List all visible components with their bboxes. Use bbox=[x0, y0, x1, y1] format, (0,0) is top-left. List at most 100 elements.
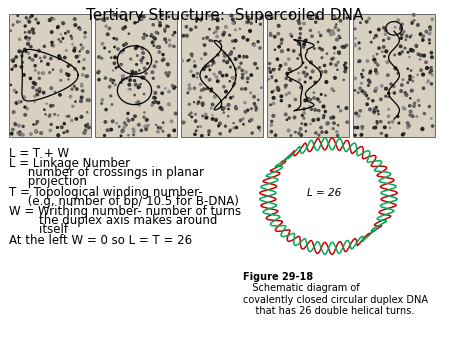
Point bbox=[324, 121, 331, 126]
Point bbox=[101, 132, 108, 138]
Point bbox=[400, 77, 407, 82]
Point bbox=[334, 67, 341, 72]
Point bbox=[226, 32, 234, 38]
Point bbox=[212, 118, 220, 123]
Point bbox=[230, 46, 238, 51]
Point bbox=[132, 46, 139, 51]
Point bbox=[106, 84, 113, 90]
Point bbox=[242, 86, 249, 92]
Point bbox=[360, 68, 367, 73]
Point bbox=[131, 92, 138, 98]
Point bbox=[73, 86, 81, 92]
Point bbox=[381, 54, 388, 59]
Point bbox=[294, 56, 301, 61]
Point bbox=[361, 90, 368, 96]
Point bbox=[399, 132, 406, 137]
Point bbox=[330, 115, 337, 120]
Point bbox=[104, 16, 111, 21]
Point bbox=[300, 70, 307, 75]
Point bbox=[331, 45, 338, 50]
Point bbox=[252, 103, 259, 108]
Point bbox=[351, 125, 359, 130]
Point bbox=[343, 16, 351, 21]
Point bbox=[408, 88, 415, 93]
Point bbox=[405, 123, 412, 128]
Point bbox=[129, 117, 136, 122]
Point bbox=[364, 102, 371, 107]
Point bbox=[199, 113, 206, 119]
Point bbox=[165, 14, 172, 20]
Point bbox=[268, 122, 275, 128]
Point bbox=[199, 101, 206, 106]
Point bbox=[141, 31, 148, 37]
Point bbox=[138, 128, 145, 133]
Point bbox=[144, 61, 151, 66]
Point bbox=[109, 119, 116, 124]
Point bbox=[428, 54, 436, 60]
Point bbox=[195, 99, 202, 105]
Point bbox=[425, 78, 432, 83]
Point bbox=[323, 129, 330, 135]
Point bbox=[329, 28, 336, 34]
Point bbox=[142, 124, 149, 129]
Point bbox=[426, 37, 433, 43]
Point bbox=[35, 70, 42, 76]
Point bbox=[160, 120, 167, 125]
Point bbox=[247, 28, 254, 34]
Point bbox=[312, 13, 319, 18]
Point bbox=[266, 12, 274, 17]
Point bbox=[56, 92, 63, 98]
Point bbox=[25, 37, 32, 42]
Point bbox=[343, 105, 350, 111]
Point bbox=[405, 50, 412, 55]
Point bbox=[244, 76, 251, 81]
Point bbox=[51, 90, 59, 95]
Point bbox=[30, 80, 37, 85]
Point bbox=[222, 123, 229, 129]
Point bbox=[71, 67, 78, 72]
Point bbox=[328, 115, 335, 121]
Point bbox=[370, 57, 378, 62]
Point bbox=[71, 83, 78, 89]
Point bbox=[32, 128, 40, 134]
Point bbox=[82, 123, 90, 128]
Point bbox=[356, 58, 363, 64]
Point bbox=[423, 29, 430, 34]
Point bbox=[341, 44, 348, 50]
Point bbox=[224, 59, 231, 65]
Point bbox=[112, 55, 119, 60]
Point bbox=[367, 29, 374, 35]
Point bbox=[223, 73, 230, 78]
Point bbox=[331, 50, 338, 56]
Point bbox=[162, 86, 169, 91]
Point bbox=[22, 23, 29, 29]
Point bbox=[171, 30, 178, 35]
Point bbox=[237, 118, 244, 123]
Point bbox=[270, 67, 277, 72]
Point bbox=[397, 24, 404, 29]
Point bbox=[57, 77, 64, 83]
Point bbox=[13, 90, 20, 95]
Point bbox=[220, 110, 227, 115]
Point bbox=[245, 19, 252, 24]
Point bbox=[351, 42, 359, 48]
Point bbox=[417, 31, 424, 37]
Point bbox=[65, 72, 72, 78]
Point bbox=[130, 132, 137, 138]
Point bbox=[426, 31, 433, 36]
Point bbox=[106, 49, 113, 54]
Point bbox=[208, 17, 216, 22]
Point bbox=[190, 59, 198, 64]
Point bbox=[330, 126, 337, 131]
Point bbox=[356, 86, 364, 91]
Point bbox=[322, 93, 329, 98]
Point bbox=[166, 37, 173, 43]
Point bbox=[142, 125, 149, 130]
Point bbox=[352, 76, 359, 81]
Point bbox=[342, 65, 349, 71]
Point bbox=[395, 120, 402, 126]
Point bbox=[244, 37, 252, 43]
Point bbox=[68, 36, 76, 42]
Point bbox=[34, 92, 41, 97]
Point bbox=[76, 49, 83, 54]
